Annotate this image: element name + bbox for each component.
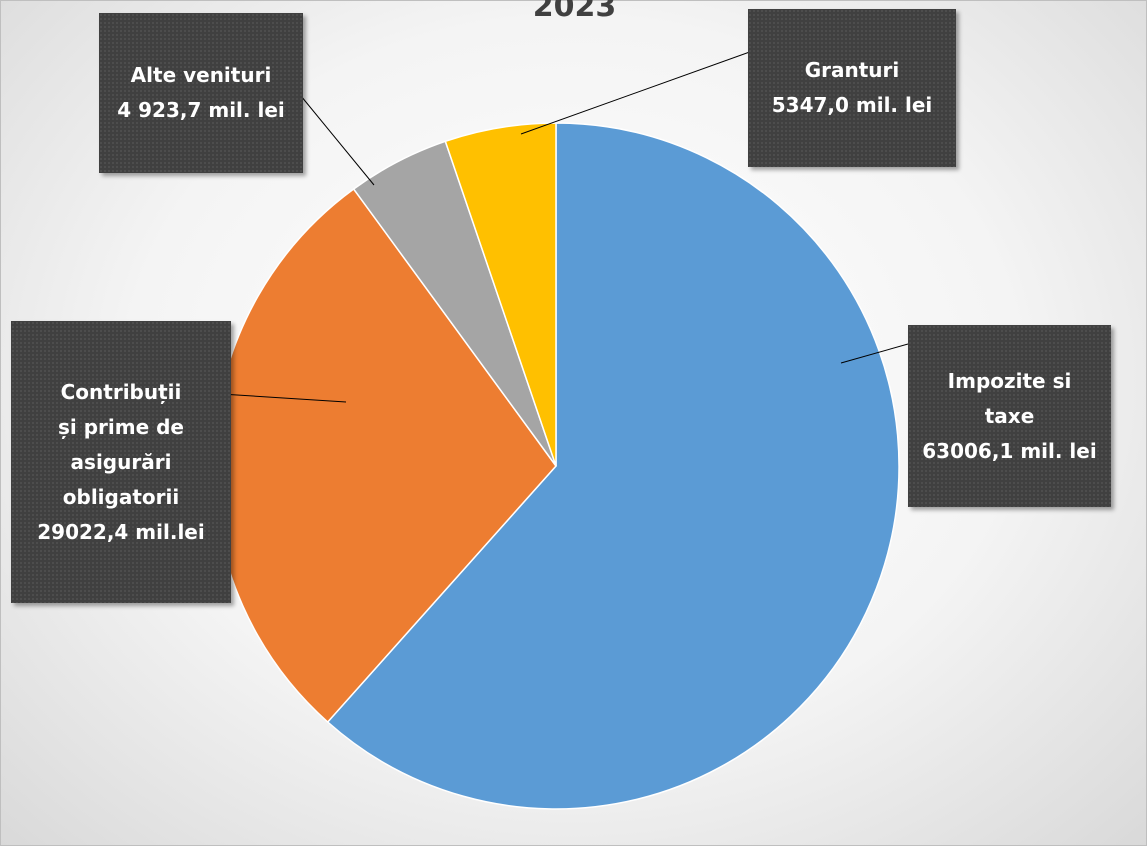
- leader-line: [840, 343, 909, 364]
- data-label: Alte venituri 4 923,7 mil. lei: [99, 13, 303, 173]
- label-value: 4 923,7 mil. lei: [117, 98, 285, 122]
- label-name: Granturi: [804, 58, 900, 82]
- label-name: Impozite si taxe: [947, 368, 1072, 428]
- label-value: 29022,4 mil.lei: [37, 519, 205, 544]
- label-name: Alte venituri: [130, 63, 272, 87]
- chart-title: 2023: [532, 0, 617, 24]
- label-value: 5347,0 mil. lei: [771, 93, 933, 117]
- leader-line: [520, 48, 759, 135]
- pie-slice: [326, 122, 900, 810]
- label-value: 63006,1 mil. lei: [922, 438, 1097, 463]
- data-label: Contribuții și prime de asigurări obliga…: [11, 321, 231, 603]
- data-label: Impozite si taxe 63006,1 mil. lei: [908, 325, 1111, 507]
- data-label: Granturi 5347,0 mil. lei: [748, 9, 956, 167]
- label-name: Contribuții și prime de asigurări obliga…: [57, 379, 184, 509]
- leader-line: [220, 393, 347, 403]
- leader-line: [300, 95, 375, 186]
- pie-slice: [444, 122, 557, 467]
